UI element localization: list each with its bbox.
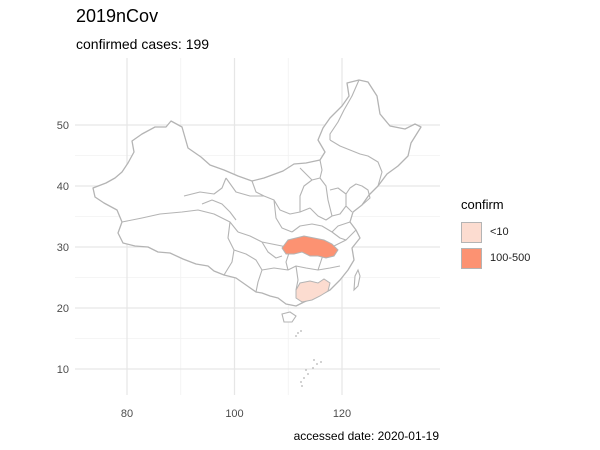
axis-ticks: 80 100 120 10 20 30 40 50: [57, 120, 351, 420]
hubei-region: [281, 235, 339, 259]
legend-label-100-500: 100-500: [490, 252, 531, 264]
x-tick-label: 120: [333, 408, 351, 420]
y-tick-label: 40: [57, 181, 69, 193]
south-sea-islands: [295, 330, 322, 387]
legend-swatch-100-500: [461, 247, 482, 269]
chart-subtitle: confirmed cases: 199: [76, 36, 210, 52]
legend: confirm <10 100-500: [461, 197, 530, 272]
x-tick-label: 100: [225, 408, 243, 420]
china-map: [92, 79, 422, 387]
legend-swatch-lt10: [461, 221, 482, 243]
guangdong-region: [295, 278, 331, 303]
grid-lines: [75, 58, 440, 395]
legend-item-100-500: 100-500: [461, 246, 530, 270]
x-tick-label: 80: [121, 408, 133, 420]
y-tick-label: 50: [57, 120, 69, 132]
legend-label-lt10: <10: [490, 226, 509, 238]
y-tick-label: 10: [57, 364, 69, 376]
legend-item-lt10: <10: [461, 220, 530, 244]
caption-accessed-date: accessed date: 2020-01-19: [293, 429, 439, 443]
province-borders: [121, 79, 383, 303]
legend-title: confirm: [461, 197, 504, 212]
y-tick-label: 30: [57, 242, 69, 254]
hainan-island: [281, 311, 297, 323]
taiwan-island: [353, 268, 361, 292]
chart-title: 2019nCov: [76, 6, 159, 26]
y-tick-label: 20: [57, 303, 69, 315]
